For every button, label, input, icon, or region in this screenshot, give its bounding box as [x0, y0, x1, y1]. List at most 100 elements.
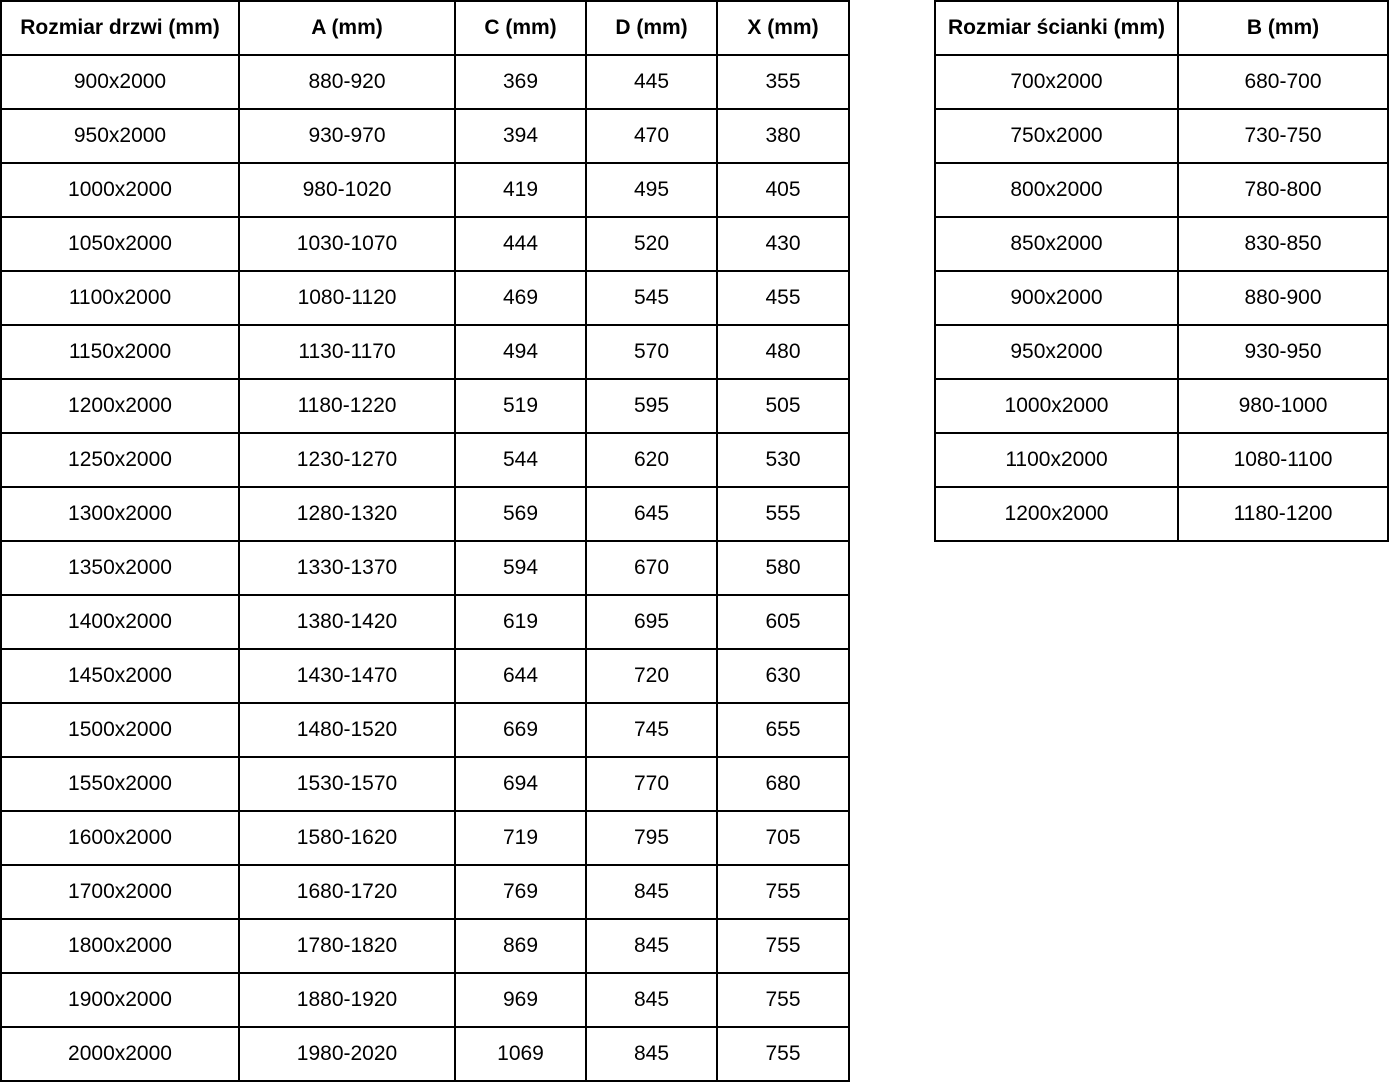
table-row: 1350x2000 1330-1370 594 670 580: [0, 540, 850, 596]
table-cell: 670: [585, 540, 718, 596]
wall-sizes-table-body: 700x2000 680-700 750x2000 730-750 800x2000 78…: [934, 54, 1389, 542]
table-cell: 1680-1720: [238, 864, 456, 920]
table-cell: 770: [585, 756, 718, 812]
header-row: Rozmiar ścianki (mm) B (mm): [934, 0, 1389, 56]
table-cell: 630: [716, 648, 850, 704]
table-cell: 1030-1070: [238, 216, 456, 272]
table-row: 900x2000 880-920 369 445 355: [0, 54, 850, 110]
table-row: 800x2000 780-800: [934, 162, 1389, 218]
table-cell: 980-1020: [238, 162, 456, 218]
table-cell: 755: [716, 918, 850, 974]
table-cell: 2000x2000: [0, 1026, 240, 1082]
table-cell: 680-700: [1177, 54, 1389, 110]
table-cell: 880-920: [238, 54, 456, 110]
table-row: 1500x2000 1480-1520 669 745 655: [0, 702, 850, 758]
table-row: 900x2000 880-900: [934, 270, 1389, 326]
table-cell: 1980-2020: [238, 1026, 456, 1082]
table-cell: 1380-1420: [238, 594, 456, 650]
table-cell: 455: [716, 270, 850, 326]
table-row: 1600x2000 1580-1620 719 795 705: [0, 810, 850, 866]
table-cell: 750x2000: [934, 108, 1179, 164]
table-cell: 494: [454, 324, 587, 380]
table-row: 700x2000 680-700: [934, 54, 1389, 110]
table-cell: 1000x2000: [0, 162, 240, 218]
table-cell: 669: [454, 702, 587, 758]
table-cell: 520: [585, 216, 718, 272]
table-cell: 555: [716, 486, 850, 542]
table-cell: 655: [716, 702, 850, 758]
column-header: D (mm): [585, 0, 718, 56]
table-row: 950x2000 930-970 394 470 380: [0, 108, 850, 164]
table-cell: 505: [716, 378, 850, 434]
table-row: 1100x2000 1080-1120 469 545 455: [0, 270, 850, 326]
table-row: 2000x2000 1980-2020 1069 845 755: [0, 1026, 850, 1082]
table-cell: 605: [716, 594, 850, 650]
column-header: C (mm): [454, 0, 587, 56]
table-cell: 845: [585, 918, 718, 974]
table-cell: 720: [585, 648, 718, 704]
header-row: Rozmiar drzwi (mm) A (mm) C (mm) D (mm) X (m…: [0, 0, 850, 56]
table-cell: 580: [716, 540, 850, 596]
table-cell: 1880-1920: [238, 972, 456, 1028]
table-row: 1250x2000 1230-1270 544 620 530: [0, 432, 850, 488]
table-cell: 1480-1520: [238, 702, 456, 758]
table-cell: 444: [454, 216, 587, 272]
door-sizes-table-body: 900x2000 880-920 369 445 355 950x2000 930-970 3…: [0, 54, 850, 1082]
table-cell: 544: [454, 432, 587, 488]
table-cell: 1400x2000: [0, 594, 240, 650]
table-cell: 780-800: [1177, 162, 1389, 218]
table-cell: 745: [585, 702, 718, 758]
table-cell: 1600x2000: [0, 810, 240, 866]
table-cell: 469: [454, 270, 587, 326]
table-cell: 950x2000: [934, 324, 1179, 380]
table-cell: 405: [716, 162, 850, 218]
table-cell: 845: [585, 1026, 718, 1082]
table-cell: 950x2000: [0, 108, 240, 164]
table-cell: 445: [585, 54, 718, 110]
table-cell: 900x2000: [934, 270, 1179, 326]
table-cell: 1280-1320: [238, 486, 456, 542]
table-cell: 1150x2000: [0, 324, 240, 380]
table-cell: 1450x2000: [0, 648, 240, 704]
table-cell: 530: [716, 432, 850, 488]
table-cell: 969: [454, 972, 587, 1028]
wall-sizes-table-header: Rozmiar ścianki (mm) B (mm): [934, 0, 1389, 56]
table-cell: 470: [585, 108, 718, 164]
table-cell: 1000x2000: [934, 378, 1179, 434]
door-sizes-table-header: Rozmiar drzwi (mm) A (mm) C (mm) D (mm) X (m…: [0, 0, 850, 56]
table-cell: 1100x2000: [0, 270, 240, 326]
table-cell: 620: [585, 432, 718, 488]
table-cell: 830-850: [1177, 216, 1389, 272]
table-cell: 595: [585, 378, 718, 434]
door-sizes-table: Rozmiar drzwi (mm) A (mm) C (mm) D (mm) X (m…: [0, 0, 850, 1082]
table-row: 1300x2000 1280-1320 569 645 555: [0, 486, 850, 542]
column-header: X (mm): [716, 0, 850, 56]
table-cell: 930-950: [1177, 324, 1389, 380]
table-row: 1400x2000 1380-1420 619 695 605: [0, 594, 850, 650]
table-cell: 495: [585, 162, 718, 218]
table-cell: 480: [716, 324, 850, 380]
table-row: 1450x2000 1430-1470 644 720 630: [0, 648, 850, 704]
column-header: B (mm): [1177, 0, 1389, 56]
table-cell: 705: [716, 810, 850, 866]
table-cell: 1550x2000: [0, 756, 240, 812]
wall-sizes-table: Rozmiar ścianki (mm) B (mm) 700x2000 680-7…: [934, 0, 1389, 542]
table-cell: 380: [716, 108, 850, 164]
table-row: 1150x2000 1130-1170 494 570 480: [0, 324, 850, 380]
table-cell: 419: [454, 162, 587, 218]
table-row: 1000x2000 980-1000: [934, 378, 1389, 434]
table-cell: 695: [585, 594, 718, 650]
table-cell: 869: [454, 918, 587, 974]
table-cell: 700x2000: [934, 54, 1179, 110]
table-cell: 1900x2000: [0, 972, 240, 1028]
table-cell: 694: [454, 756, 587, 812]
table-cell: 569: [454, 486, 587, 542]
table-cell: 1050x2000: [0, 216, 240, 272]
table-cell: 1430-1470: [238, 648, 456, 704]
table-cell: 369: [454, 54, 587, 110]
table-cell: 755: [716, 972, 850, 1028]
table-row: 1100x2000 1080-1100: [934, 432, 1389, 488]
table-row: 1800x2000 1780-1820 869 845 755: [0, 918, 850, 974]
table-cell: 355: [716, 54, 850, 110]
table-cell: 845: [585, 864, 718, 920]
